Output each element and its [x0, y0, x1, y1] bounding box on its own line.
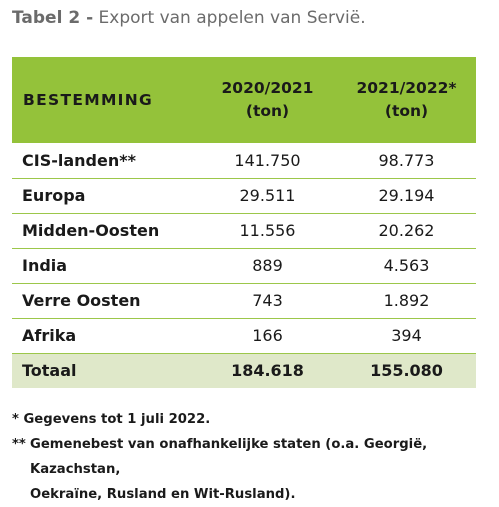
header-2020-2021-year: 2020/2021: [221, 79, 314, 97]
header-2021-2022-year: 2021/2022*: [356, 79, 457, 97]
table-row: India 889 4.563: [12, 248, 476, 283]
table-row: Europa 29.511 29.194: [12, 178, 476, 213]
footnotes: * Gegevens tot 1 juli 2022. ** Gemenebes…: [12, 407, 499, 507]
row-value-2021-2022: 1.892: [383, 291, 430, 310]
table-header-row: BESTEMMING 2020/2021 (ton) 2021/2022* (t…: [12, 57, 476, 143]
table-row: CIS-landen** 141.750 98.773: [12, 143, 476, 178]
row-destination: Verre Oosten: [22, 291, 141, 310]
row-value-2021-2022: 98.773: [378, 150, 435, 170]
row-value-2020-2021: 743: [252, 291, 283, 310]
caption-text: Export van appelen van Servië.: [93, 8, 366, 28]
row-destination: Europa: [22, 186, 86, 205]
header-destination: BESTEMMING: [23, 90, 154, 109]
row-destination: Midden-Oosten: [22, 221, 160, 240]
row-value-2020-2021: 889: [252, 256, 283, 275]
row-value-2021-2022: 394: [391, 326, 422, 345]
row-value-2020-2021: 141.750: [234, 150, 301, 170]
row-value-2020-2021: 29.511: [239, 186, 296, 205]
footnote-2-line-2: Oekraïne, Rusland en Wit-Rusland).: [30, 487, 296, 502]
table-row: Midden-Oosten 11.556 20.262: [12, 213, 476, 248]
row-destination: India: [22, 256, 68, 275]
footnote-2-mark: **: [12, 437, 26, 452]
header-2021-2022: 2021/2022* (ton): [337, 57, 476, 143]
footnote-2: ** Gemenebest van onafhankelijke staten …: [12, 432, 499, 507]
row-destination: Afrika: [22, 326, 77, 345]
row-destination: CIS-landen**: [22, 150, 136, 170]
row-value-2020-2021: 11.556: [239, 221, 296, 240]
total-label: Totaal: [22, 361, 77, 381]
caption-lead: Tabel 2 -: [12, 8, 94, 28]
row-value-2021-2022: 4.563: [383, 256, 430, 275]
row-value-2021-2022: 29.194: [378, 186, 435, 205]
table-row: Verre Oosten 743 1.892: [12, 283, 476, 318]
header-2020-2021: 2020/2021 (ton): [198, 57, 337, 143]
export-table: BESTEMMING 2020/2021 (ton) 2021/2022* (t…: [12, 57, 476, 388]
header-2021-2022-unit: (ton): [384, 102, 429, 120]
total-value-2020-2021: 184.618: [231, 361, 304, 381]
footnote-2-line-1: Gemenebest van onafhankelijke staten (o.…: [30, 437, 428, 477]
header-2020-2021-unit: (ton): [245, 102, 290, 120]
footnote-1: * Gegevens tot 1 juli 2022.: [12, 412, 211, 427]
table-total-row: Totaal 184.618 155.080: [12, 353, 476, 388]
row-value-2020-2021: 166: [252, 326, 283, 345]
total-value-2021-2022: 155.080: [370, 361, 443, 381]
table-caption: Tabel 2 - Export van appelen van Servië.: [12, 8, 366, 28]
table-row: Afrika 166 394: [12, 318, 476, 353]
row-value-2021-2022: 20.262: [378, 221, 435, 240]
